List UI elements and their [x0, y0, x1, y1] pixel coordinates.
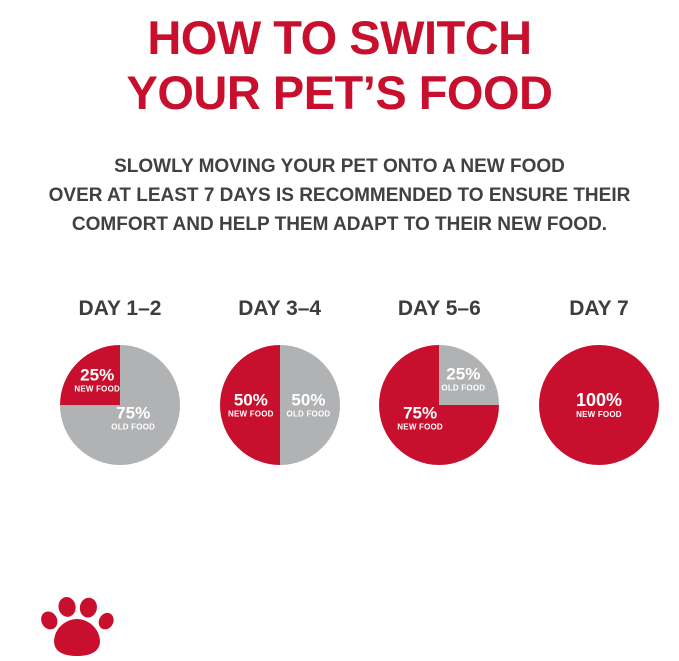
day-column-7: DAY 7 100% NEW FOOD [529, 297, 669, 465]
slice-label-new-food: 75% NEW FOOD [397, 405, 443, 432]
pie-chart-day-5-6: 75% NEW FOOD 25% OLD FOOD [379, 345, 500, 465]
slice-percent: 50% [291, 390, 326, 410]
slice-label-new-food: 50% NEW FOOD [228, 392, 274, 419]
slice-name: OLD FOOD [441, 383, 486, 393]
slice-name: NEW FOOD [397, 422, 443, 432]
pie-chart-day-7: 100% NEW FOOD [538, 345, 659, 465]
slice-name: NEW FOOD [228, 409, 274, 419]
day-column-3-4: DAY 3–4 50% NEW FOOD 50% OLD FOOD [210, 297, 350, 465]
slice-name: OLD FOOD [111, 422, 156, 432]
slice-percent: 75% [116, 403, 151, 423]
day-3-4-heading: DAY 3–4 [238, 297, 322, 320]
page-title: HOW TO SWITCH YOUR PET’S FOOD [0, 10, 679, 120]
page-title-line-1: HOW TO SWITCH [147, 11, 532, 64]
slice-percent: 75% [403, 403, 438, 423]
slice-percent: 100% [575, 390, 622, 410]
slice-label-old-food: 75% OLD FOOD [111, 405, 155, 432]
slice-name: NEW FOOD [74, 384, 120, 394]
slice-percent: 25% [446, 364, 481, 384]
slice-label-new-food: 100% NEW FOOD [576, 391, 622, 419]
slice-name: OLD FOOD [286, 409, 331, 419]
day-column-1-2: DAY 1–2 25% NEW FOOD 75% OLD FOOD [50, 297, 190, 465]
pie-chart-day-3-4: 50% NEW FOOD 50% OLD FOOD [219, 345, 340, 465]
pie-charts-row: DAY 1–2 25% NEW FOOD 75% OLD FOOD DAY 3–… [50, 297, 669, 465]
subtitle-line-2: OVER AT LEAST 7 DAYS IS RECOMMENDED TO E… [48, 185, 631, 206]
subtitle-line-3: COMFORT AND HELP THEM ADAPT TO THEIR NEW… [71, 214, 608, 235]
slice-label-old-food: 50% OLD FOOD [287, 392, 331, 419]
royal-canin-paw-logo-icon [34, 592, 120, 661]
subtitle: SLOWLY MOVING YOUR PET ONTO A NEW FOOD O… [0, 152, 679, 239]
day-5-6-heading: DAY 5–6 [397, 297, 481, 320]
slice-percent: 25% [80, 365, 115, 385]
pie-chart-day-1-2: 25% NEW FOOD 75% OLD FOOD [60, 345, 180, 465]
slice-label-new-food: 25% NEW FOOD [74, 366, 120, 393]
day-column-5-6: DAY 5–6 75% NEW FOOD 25% OLD FOOD [369, 297, 509, 465]
day-1-2-heading: DAY 1–2 [78, 297, 162, 320]
day-7-heading: DAY 7 [569, 297, 629, 320]
slice-percent: 50% [233, 390, 268, 410]
slice-label-old-food: 25% OLD FOOD [441, 365, 485, 392]
subtitle-line-1: SLOWLY MOVING YOUR PET ONTO A NEW FOOD [114, 156, 565, 177]
slice-name: NEW FOOD [576, 410, 622, 419]
page-title-line-2: YOUR PET’S FOOD [126, 66, 554, 119]
